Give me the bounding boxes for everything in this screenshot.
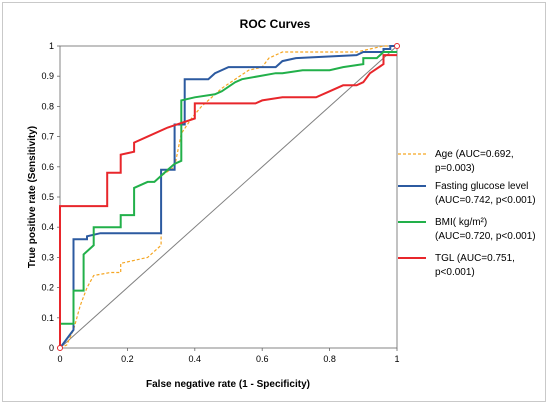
series-line-3 [60,51,397,325]
legend-label-1: Age (AUC=0.692, [435,149,514,160]
reference-diagonal-line [59,45,398,349]
y-tick-label: 0.1 [41,313,54,323]
legend-label-4: TGL (AUC=0.751, [435,253,515,264]
y-axis-ticks: 0 0.1 0.2 0.3 0.4 0.5 0.6 0.7 0.8 0.9 1 [41,41,60,353]
y-tick-label: 0 [49,343,54,353]
legend-label-3: BMI( kg/m²) [435,217,487,228]
origin-marker [57,345,63,351]
series-lines [59,45,397,349]
series-line-4 [59,54,397,348]
y-tick-label: 0.5 [41,192,54,202]
x-tick-label: 0.8 [323,354,336,364]
y-tick-label: 0.4 [41,222,54,232]
x-tick-label: 0.6 [256,354,269,364]
chart-frame [2,2,546,402]
y-axis-label: True positive rate (Sensitivity) [27,126,38,268]
y-tick-label: 0.7 [41,132,54,142]
y-tick-label: 0.6 [41,162,54,172]
y-tick-label: 0.3 [41,252,54,262]
legend: Age (AUC=0.692, p=0.003) Fasting glucose l… [398,149,536,278]
endpoint-markers [57,43,400,351]
legend-label-3: (AUC=0.720, p<0.001) [435,231,536,242]
x-axis-ticks: 0 0.2 0.4 0.6 0.8 1 [57,348,400,364]
end-marker [394,43,400,49]
series-line-2 [59,45,397,349]
x-tick-label: 0.4 [189,354,202,364]
x-tick-label: 0.2 [121,354,134,364]
legend-label-2: Fasting glucose level [435,181,528,192]
x-axis-label: False negative rate (1 - Specificity) [146,379,310,390]
y-tick-label: 0.9 [41,71,54,81]
chart-title: ROC Curves [240,17,311,31]
x-tick-label: 0 [57,354,62,364]
y-tick-label: 1 [49,41,54,51]
y-tick-label: 0.2 [41,283,54,293]
legend-label-2: (AUC=0.742, p<0.001) [435,195,536,206]
legend-label-4: p<0.001) [435,267,475,278]
legend-label-1: p=0.003) [435,163,475,174]
x-tick-label: 1 [394,354,399,364]
y-tick-label: 0.8 [41,101,54,111]
